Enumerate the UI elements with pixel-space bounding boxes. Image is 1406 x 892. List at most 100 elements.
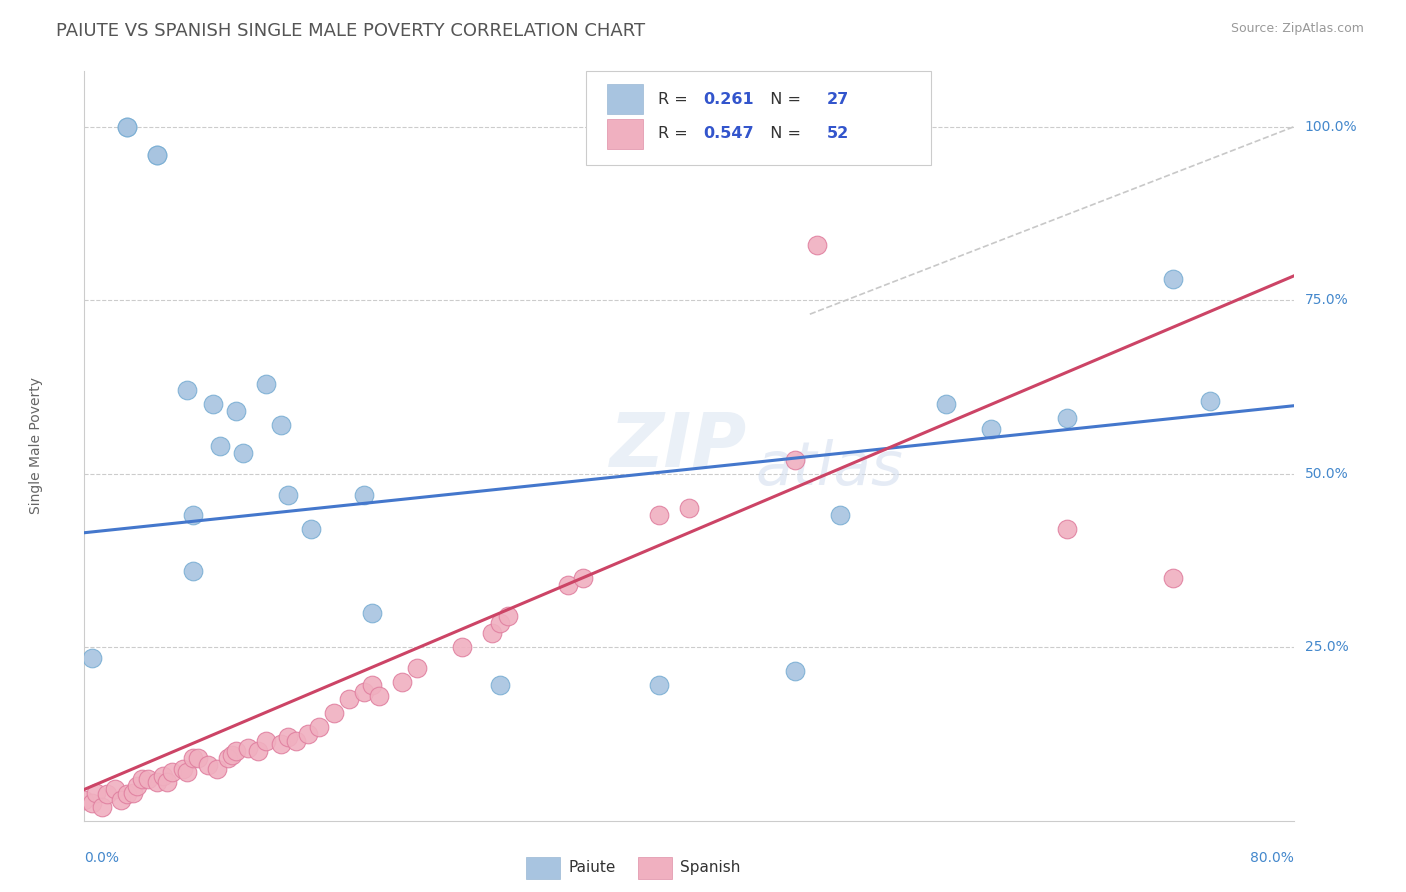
Point (1056, 522, 1078, 536)
Point (481, 626, 503, 640)
Text: PAIUTE VS SPANISH SINGLE MALE POVERTY CORRELATION CHART: PAIUTE VS SPANISH SINGLE MALE POVERTY CO… (56, 22, 645, 40)
Point (322, 706, 344, 720)
Point (277, 487, 299, 501)
Point (156, 775, 179, 789)
Text: 75.0%: 75.0% (1305, 293, 1348, 308)
Point (181, 751, 204, 765)
Text: 0.547: 0.547 (703, 126, 754, 141)
Text: 80.0%: 80.0% (1250, 851, 1294, 865)
Text: 27: 27 (827, 92, 849, 106)
Text: 0.0%: 0.0% (84, 851, 120, 865)
Point (254, 376, 277, 391)
Text: 25.0%: 25.0% (1305, 640, 1348, 654)
Point (297, 727, 319, 741)
Point (270, 737, 292, 751)
Point (489, 678, 512, 692)
Point (337, 692, 360, 706)
Point (80, 650, 103, 665)
Text: Paiute: Paiute (568, 861, 616, 875)
Point (308, 720, 330, 734)
Point (1199, 393, 1222, 408)
Point (217, 751, 239, 765)
Point (236, 740, 259, 755)
Point (172, 762, 194, 776)
Point (221, 747, 243, 762)
Point (572, 571, 595, 585)
Point (391, 674, 413, 689)
Point (285, 734, 308, 748)
Point (277, 731, 299, 745)
Point (1161, 571, 1184, 585)
Point (127, 779, 149, 793)
Point (270, 418, 292, 433)
Point (146, 147, 169, 161)
Point (299, 522, 322, 536)
Point (360, 678, 382, 692)
FancyBboxPatch shape (526, 856, 560, 880)
Text: Source: ZipAtlas.com: Source: ZipAtlas.com (1230, 22, 1364, 36)
Text: R =: R = (658, 92, 692, 106)
Text: N =: N = (761, 126, 807, 141)
Point (225, 744, 247, 758)
Text: N =: N = (761, 92, 807, 106)
Point (209, 439, 232, 453)
FancyBboxPatch shape (586, 71, 931, 165)
Point (121, 786, 143, 800)
Point (1056, 411, 1078, 425)
Point (80, 797, 103, 811)
Point (648, 508, 671, 523)
Point (360, 606, 382, 620)
Point (136, 772, 159, 786)
Text: ZIP: ZIP (610, 409, 748, 483)
Point (783, 665, 806, 679)
Point (678, 501, 700, 516)
Point (496, 609, 519, 624)
Point (86, 786, 108, 800)
Point (160, 765, 183, 780)
Text: Spanish: Spanish (681, 861, 741, 875)
Point (254, 734, 277, 748)
Point (232, 446, 254, 460)
Point (115, 120, 138, 134)
Point (980, 422, 1002, 436)
Point (406, 661, 429, 675)
Point (110, 793, 132, 807)
Point (146, 147, 169, 161)
Point (247, 744, 270, 758)
Point (91, 799, 114, 814)
Point (489, 615, 512, 630)
Point (176, 765, 198, 780)
Point (187, 751, 209, 765)
Text: atlas: atlas (755, 439, 903, 498)
Point (115, 787, 138, 801)
Point (73, 793, 96, 807)
Point (1161, 272, 1184, 286)
Point (96, 787, 118, 801)
Point (783, 453, 806, 467)
Point (353, 487, 375, 501)
Text: Single Male Poverty: Single Male Poverty (30, 377, 44, 515)
Point (176, 384, 198, 398)
Text: R =: R = (658, 126, 692, 141)
Point (207, 762, 229, 776)
Point (830, 508, 852, 523)
Point (104, 782, 127, 797)
Text: 52: 52 (827, 126, 849, 141)
Text: 0.261: 0.261 (703, 92, 754, 106)
Point (451, 640, 474, 655)
Point (353, 685, 375, 699)
Point (152, 768, 174, 782)
FancyBboxPatch shape (607, 119, 643, 149)
Point (181, 564, 204, 578)
Point (181, 508, 204, 523)
Text: 100.0%: 100.0% (1305, 120, 1357, 134)
Point (935, 397, 957, 411)
Point (368, 689, 391, 703)
Point (197, 758, 219, 772)
Text: 50.0%: 50.0% (1305, 467, 1348, 481)
Point (225, 404, 247, 418)
Point (648, 678, 671, 692)
FancyBboxPatch shape (638, 856, 672, 880)
Point (806, 237, 828, 252)
Point (115, 120, 138, 134)
